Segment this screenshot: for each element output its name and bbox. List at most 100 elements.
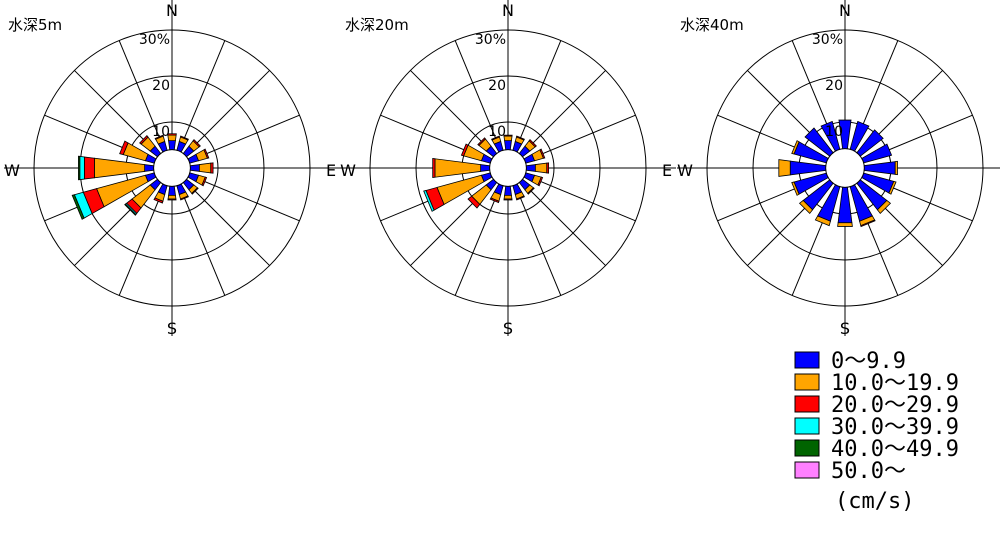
radial-tick-label: 20 xyxy=(152,78,170,94)
bar-W-2 xyxy=(94,157,146,179)
speed-legend: 0～9.910.0～19.920.0～29.930.0～39.940.0～49.… xyxy=(794,349,959,514)
bar-ESE-2 xyxy=(888,180,897,195)
bar-SW-2 xyxy=(798,199,814,215)
bar-SE-2 xyxy=(876,199,892,215)
legend-label-2: 10.0～19.9 xyxy=(831,371,959,396)
bar-W-3 xyxy=(83,156,95,180)
bar-SE-3 xyxy=(191,187,199,195)
radial-tick-label: 20 xyxy=(488,78,506,94)
calm-circle xyxy=(489,149,527,187)
chart-title: 水深20m xyxy=(345,16,409,34)
calm-circle xyxy=(153,149,191,187)
legend-label-1: 0～9.9 xyxy=(831,349,906,374)
radial-tick-label: 30% xyxy=(139,32,170,48)
grid-ring xyxy=(752,75,938,261)
compass-n: N xyxy=(166,1,178,20)
bar-N-1 xyxy=(838,119,852,169)
bar-SSE-3 xyxy=(180,195,189,201)
rose-chart-1: 水深5m 10 20 30% N S E W xyxy=(4,0,340,338)
bar-SW-5 xyxy=(124,203,137,216)
compass-w: W xyxy=(4,161,20,180)
grid-ring xyxy=(369,29,647,307)
legend-swatch-5 xyxy=(794,439,820,457)
bar-S-3 xyxy=(167,198,177,201)
bar-NW-3 xyxy=(139,135,149,145)
bar-SSE-3 xyxy=(860,219,876,228)
bar-WNW-3 xyxy=(119,140,129,156)
bar-N-3 xyxy=(503,134,513,137)
bar-W-5 xyxy=(78,155,81,181)
bar-W-4 xyxy=(79,155,85,181)
bar-ENE-3 xyxy=(539,148,546,159)
compass-e: E xyxy=(662,161,672,180)
bar-N-3 xyxy=(167,133,177,136)
grid-ring xyxy=(706,29,984,307)
bar-SW-3 xyxy=(467,195,481,209)
bar-NNE-3 xyxy=(180,135,189,141)
compass-e: E xyxy=(326,161,336,180)
radial-tick-label: 30% xyxy=(812,32,843,48)
bar-WNW-3 xyxy=(460,143,469,157)
bar-SSW-3 xyxy=(489,197,500,204)
calm-circle xyxy=(825,148,865,188)
compass-n: N xyxy=(502,1,514,20)
rose-chart-2: 水深20m 10 20 30% N S E W xyxy=(340,0,676,338)
bar-WSW-2 xyxy=(791,181,800,196)
bar-W-3 xyxy=(432,158,436,178)
radial-tick-label: 30% xyxy=(475,32,506,48)
chart-title: 水深40m xyxy=(680,16,744,34)
bar-NNE-3 xyxy=(516,135,525,141)
bar-NNW-3 xyxy=(491,135,500,141)
legend-swatch-3 xyxy=(794,395,820,413)
bar-E-2 xyxy=(534,162,548,174)
legend-label-5: 40.0～49.9 xyxy=(831,437,959,462)
legend-unit: (cm/s) xyxy=(835,489,914,514)
radial-tick-label: 10 xyxy=(152,124,170,140)
bar-NNW-3 xyxy=(154,134,164,140)
grid-ring xyxy=(33,29,311,307)
bar-S-2 xyxy=(167,194,177,200)
bar-ESE-3 xyxy=(201,176,208,187)
bar-NE-3 xyxy=(528,139,537,148)
bar-S-2 xyxy=(837,222,853,227)
legend-swatch-6 xyxy=(794,461,820,479)
chart-title: 水深5m xyxy=(8,16,62,34)
compass-s: S xyxy=(840,319,850,338)
legend-swatch-1 xyxy=(794,351,820,369)
bar-W-2 xyxy=(434,158,482,178)
bar-ENE-3 xyxy=(203,148,210,159)
compass-s: S xyxy=(167,319,177,338)
bar-NW-3 xyxy=(477,137,486,146)
legend-swatch-2 xyxy=(794,373,820,391)
legend-label-4: 30.0～39.9 xyxy=(831,415,959,440)
bar-WNW-2 xyxy=(791,140,800,155)
bar-E-2 xyxy=(198,162,212,174)
radial-tick-label: 20 xyxy=(825,78,843,94)
legend-label-3: 20.0～29.9 xyxy=(831,393,959,418)
bar-E-3 xyxy=(546,162,550,174)
bar-E-3 xyxy=(210,162,214,174)
radial-tick-label: 10 xyxy=(488,124,506,140)
bar-ESE-3 xyxy=(537,176,544,187)
bar-SSW-3 xyxy=(153,197,164,204)
bar-S-2 xyxy=(503,194,513,200)
grid-ring xyxy=(415,75,601,261)
legend-label-6: 50.0～ xyxy=(831,459,906,484)
compass-w: W xyxy=(677,161,693,180)
compass-s: S xyxy=(503,319,513,338)
compass-w: W xyxy=(340,161,356,180)
rose-charts: 水深5m102030%NSEW水深20m102030%NSEW水深40m1020… xyxy=(4,0,1000,338)
bar-WSW-5 xyxy=(71,194,85,220)
bar-W-2 xyxy=(778,159,791,177)
bar-SSE-3 xyxy=(516,195,525,201)
legend-swatch-4 xyxy=(794,417,820,435)
bar-NE-3 xyxy=(192,139,201,148)
bar-WSW-4 xyxy=(423,189,435,212)
bar-SE-3 xyxy=(527,187,535,195)
bar-E-2 xyxy=(894,160,898,176)
radial-tick-label: 10 xyxy=(825,124,843,140)
bar-S-3 xyxy=(503,198,513,201)
compass-n: N xyxy=(839,1,851,20)
